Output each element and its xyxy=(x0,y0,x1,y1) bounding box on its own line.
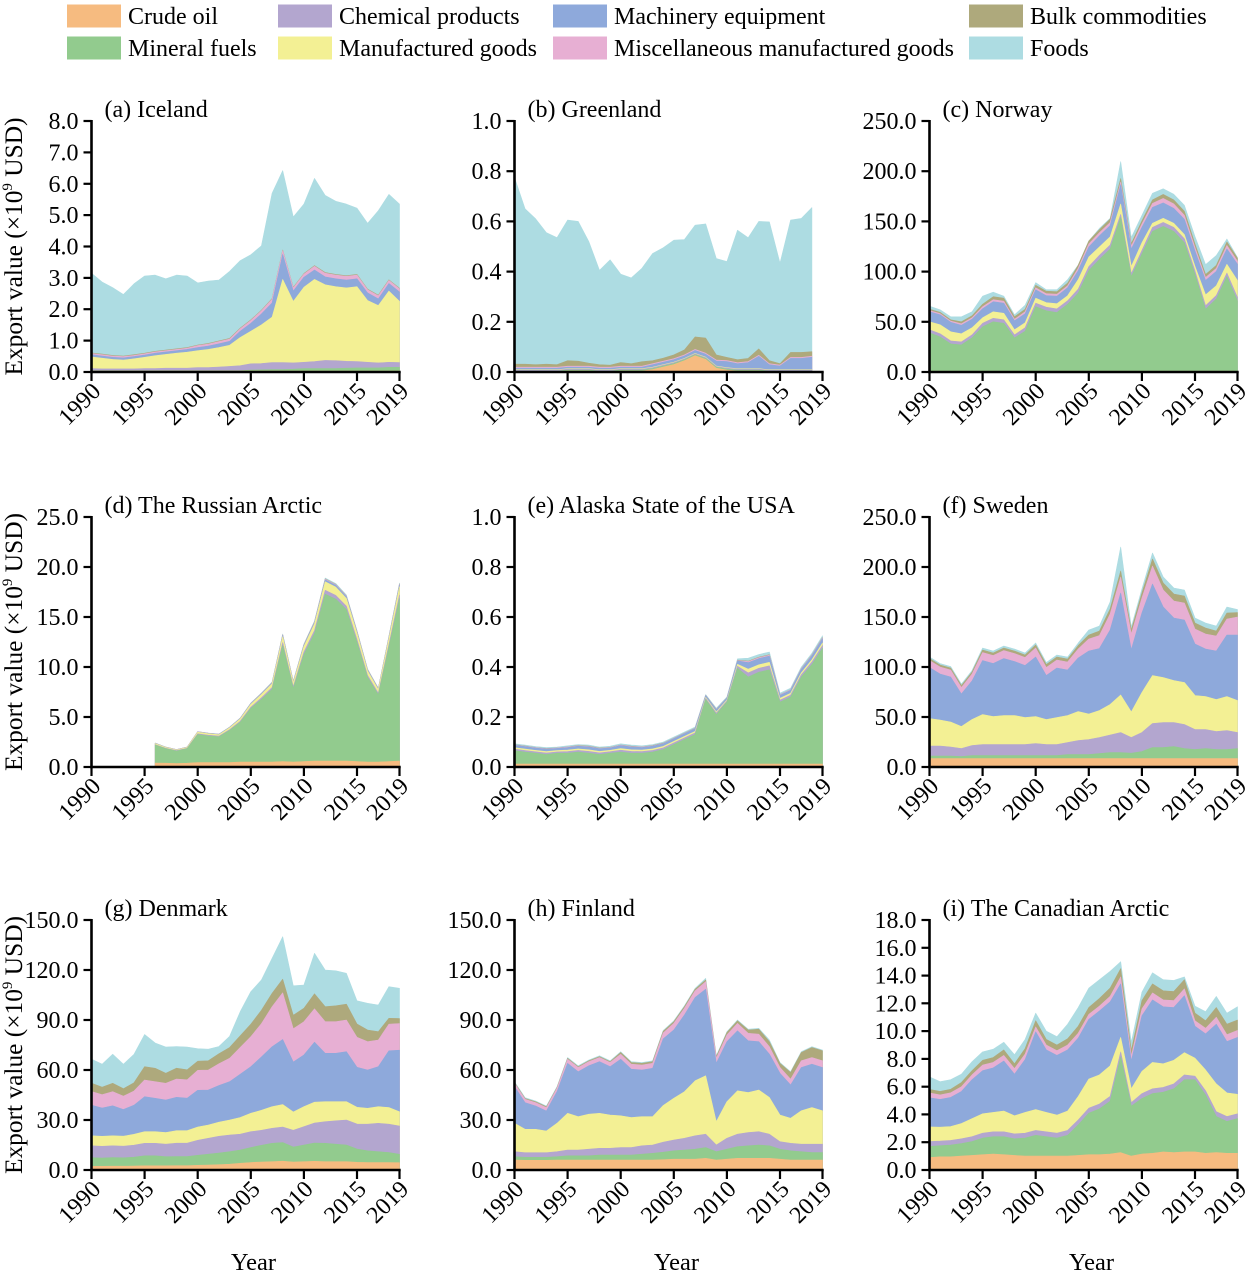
svg-text:16.0: 16.0 xyxy=(875,936,917,962)
svg-text:(e) Alaska State of the USA: (e) Alaska State of the USA xyxy=(528,493,796,519)
svg-text:(f) Sweden: (f) Sweden xyxy=(943,493,1049,519)
svg-text:60.0: 60.0 xyxy=(460,1058,502,1084)
svg-text:120.0: 120.0 xyxy=(25,958,79,984)
svg-text:150.0: 150.0 xyxy=(448,908,502,934)
svg-text:14.0: 14.0 xyxy=(875,964,917,990)
svg-text:7.0: 7.0 xyxy=(49,140,79,166)
svg-text:10.0: 10.0 xyxy=(875,1019,917,1045)
svg-text:(c) Norway: (c) Norway xyxy=(943,97,1053,123)
svg-text:90.0: 90.0 xyxy=(37,1008,79,1034)
svg-text:Export value (×109 USD): Export value (×109 USD) xyxy=(0,916,28,1174)
svg-text:15.0: 15.0 xyxy=(37,605,79,631)
svg-text:30.0: 30.0 xyxy=(37,1108,79,1134)
svg-text:200.0: 200.0 xyxy=(863,555,917,581)
svg-text:2.0: 2.0 xyxy=(49,297,79,323)
svg-text:1.0: 1.0 xyxy=(49,329,79,355)
svg-text:150.0: 150.0 xyxy=(863,605,917,631)
svg-text:3.0: 3.0 xyxy=(49,266,79,292)
svg-text:0.2: 0.2 xyxy=(472,705,502,731)
svg-text:6.0: 6.0 xyxy=(887,1075,917,1101)
svg-text:0.0: 0.0 xyxy=(472,360,502,386)
svg-text:0.0: 0.0 xyxy=(472,1158,502,1184)
svg-text:6.0: 6.0 xyxy=(49,172,79,198)
svg-text:100.0: 100.0 xyxy=(863,260,917,286)
svg-text:100.0: 100.0 xyxy=(863,655,917,681)
svg-text:0.0: 0.0 xyxy=(49,1158,79,1184)
svg-text:90.0: 90.0 xyxy=(460,1008,502,1034)
svg-text:120.0: 120.0 xyxy=(448,958,502,984)
svg-text:(d) The Russian Arctic: (d) The Russian Arctic xyxy=(105,493,323,519)
svg-text:Crude oil: Crude oil xyxy=(128,4,218,30)
svg-text:Foods: Foods xyxy=(1030,36,1089,62)
svg-text:60.0: 60.0 xyxy=(37,1058,79,1084)
svg-text:Machinery equipment: Machinery equipment xyxy=(614,4,826,30)
svg-text:Chemical products: Chemical products xyxy=(339,4,520,30)
svg-text:0.2: 0.2 xyxy=(472,310,502,336)
svg-text:200.0: 200.0 xyxy=(863,159,917,185)
svg-text:0.0: 0.0 xyxy=(887,1158,917,1184)
svg-text:Manufactured goods: Manufactured goods xyxy=(339,36,537,62)
svg-text:2.0: 2.0 xyxy=(887,1130,917,1156)
svg-text:20.0: 20.0 xyxy=(37,555,79,581)
svg-text:12.0: 12.0 xyxy=(875,991,917,1017)
svg-text:4.0: 4.0 xyxy=(887,1102,917,1128)
svg-text:0.0: 0.0 xyxy=(887,755,917,781)
svg-text:5.0: 5.0 xyxy=(49,705,79,731)
svg-text:0.6: 0.6 xyxy=(472,605,502,631)
svg-text:Export value (×109 USD): Export value (×109 USD) xyxy=(0,513,28,771)
svg-text:0.4: 0.4 xyxy=(472,260,502,286)
svg-text:18.0: 18.0 xyxy=(875,908,917,934)
svg-text:8.0: 8.0 xyxy=(887,1047,917,1073)
svg-text:10.0: 10.0 xyxy=(37,655,79,681)
svg-text:25.0: 25.0 xyxy=(37,505,79,531)
svg-text:Miscellaneous manufactured goo: Miscellaneous manufactured goods xyxy=(614,36,954,62)
svg-text:1.0: 1.0 xyxy=(472,505,502,531)
svg-text:0.8: 0.8 xyxy=(472,555,502,581)
svg-text:250.0: 250.0 xyxy=(863,109,917,135)
svg-text:0.4: 0.4 xyxy=(472,655,502,681)
svg-text:0.8: 0.8 xyxy=(472,159,502,185)
svg-text:150.0: 150.0 xyxy=(863,209,917,235)
svg-text:(g) Denmark: (g) Denmark xyxy=(105,896,228,922)
svg-text:150.0: 150.0 xyxy=(25,908,79,934)
svg-text:0.0: 0.0 xyxy=(887,360,917,386)
svg-text:0.0: 0.0 xyxy=(49,755,79,781)
svg-text:Bulk commodities: Bulk commodities xyxy=(1030,4,1207,30)
svg-text:Export value (×109 USD): Export value (×109 USD) xyxy=(0,117,28,375)
svg-text:50.0: 50.0 xyxy=(875,310,917,336)
svg-text:1.0: 1.0 xyxy=(472,109,502,135)
svg-text:0.6: 0.6 xyxy=(472,209,502,235)
svg-text:50.0: 50.0 xyxy=(875,705,917,731)
svg-text:4.0: 4.0 xyxy=(49,235,79,261)
svg-text:5.0: 5.0 xyxy=(49,203,79,229)
svg-text:(a) Iceland: (a) Iceland xyxy=(105,97,208,123)
svg-text:Mineral fuels: Mineral fuels xyxy=(128,36,257,62)
svg-text:Year: Year xyxy=(231,1249,276,1271)
svg-text:(i) The Canadian Arctic: (i) The Canadian Arctic xyxy=(943,896,1170,922)
svg-text:30.0: 30.0 xyxy=(460,1108,502,1134)
svg-text:0.0: 0.0 xyxy=(49,360,79,386)
svg-text:8.0: 8.0 xyxy=(49,109,79,135)
svg-text:250.0: 250.0 xyxy=(863,505,917,531)
svg-text:0.0: 0.0 xyxy=(472,755,502,781)
svg-text:(b) Greenland: (b) Greenland xyxy=(528,97,662,123)
svg-text:Year: Year xyxy=(654,1249,699,1271)
svg-text:(h) Finland: (h) Finland xyxy=(528,896,635,922)
svg-text:Year: Year xyxy=(1069,1249,1114,1271)
